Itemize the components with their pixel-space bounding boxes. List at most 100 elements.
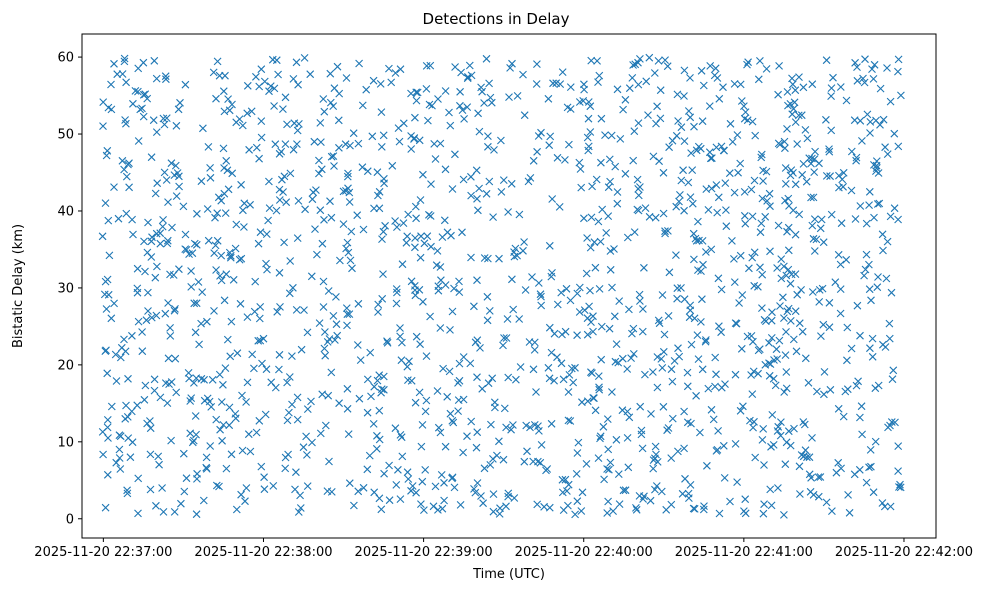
data-point-248 <box>768 308 776 317</box>
data-point-1325 <box>858 137 866 145</box>
data-point-1486 <box>496 504 504 513</box>
data-point-923 <box>334 116 343 125</box>
data-point-503 <box>698 365 707 374</box>
data-point-325 <box>773 264 781 272</box>
data-point-468 <box>842 96 851 105</box>
data-point-333 <box>634 119 643 127</box>
data-point-1472 <box>810 247 819 255</box>
data-point-1580 <box>690 255 698 264</box>
data-point-200 <box>659 168 668 177</box>
data-point-577 <box>363 375 372 384</box>
data-point-1362 <box>415 136 424 145</box>
data-point-218 <box>653 102 661 111</box>
data-point-932 <box>459 353 468 361</box>
data-point-818 <box>815 159 823 168</box>
data-point-753 <box>265 177 273 186</box>
data-point-999 <box>587 213 596 222</box>
data-point-920 <box>100 290 109 299</box>
data-point-1535 <box>300 306 308 314</box>
data-point-540 <box>603 415 612 423</box>
data-point-576 <box>358 163 367 172</box>
data-point-1272 <box>102 305 111 313</box>
data-point-427 <box>197 177 206 186</box>
data-point-731 <box>484 379 493 388</box>
data-point-227 <box>421 466 430 474</box>
data-point-792 <box>795 73 803 81</box>
data-point-778 <box>187 283 196 291</box>
data-point-730 <box>153 262 161 271</box>
data-point-695 <box>155 460 163 469</box>
data-point-353 <box>619 105 627 114</box>
data-point-241 <box>377 143 386 151</box>
data-point-260 <box>610 312 619 321</box>
data-point-572 <box>316 429 325 438</box>
data-point-525 <box>226 251 235 260</box>
data-point-1347 <box>511 244 520 253</box>
data-point-230 <box>282 198 291 207</box>
data-point-463 <box>759 425 768 433</box>
data-point-897 <box>162 114 171 122</box>
data-point-292 <box>842 255 851 264</box>
data-point-1352 <box>237 180 245 189</box>
data-point-30 <box>673 294 681 303</box>
data-point-843 <box>339 187 348 196</box>
data-point-1262 <box>412 488 420 497</box>
data-point-966 <box>594 454 603 462</box>
data-point-399 <box>684 178 693 187</box>
data-point-622 <box>703 461 711 470</box>
data-point-1456 <box>181 245 190 253</box>
data-point-761 <box>191 412 200 420</box>
data-point-334 <box>243 109 252 118</box>
data-point-1430 <box>377 388 385 397</box>
data-point-182 <box>825 298 834 307</box>
data-point-21 <box>686 193 695 201</box>
data-point-165 <box>563 487 571 495</box>
data-point-236 <box>354 139 363 148</box>
data-point-88 <box>847 147 856 156</box>
data-point-974 <box>743 116 752 125</box>
data-point-1066 <box>866 446 875 454</box>
data-point-1396 <box>215 482 223 491</box>
data-points <box>98 53 905 519</box>
data-point-951 <box>463 103 472 111</box>
data-point-482 <box>190 239 199 248</box>
data-point-1441 <box>534 279 543 287</box>
data-point-905 <box>605 465 613 474</box>
data-point-442 <box>365 451 374 460</box>
data-point-495 <box>497 136 505 145</box>
data-point-1417 <box>583 330 592 339</box>
data-point-1572 <box>613 199 622 208</box>
data-point-1065 <box>801 354 810 363</box>
data-point-368 <box>896 483 905 492</box>
data-point-1254 <box>872 164 881 172</box>
data-point-648 <box>790 98 799 107</box>
data-point-858 <box>701 337 710 346</box>
data-point-642 <box>470 485 478 493</box>
data-point-184 <box>865 463 873 472</box>
data-point-1221 <box>799 83 808 92</box>
data-point-1513 <box>441 165 450 174</box>
data-point-1094 <box>241 497 249 506</box>
data-point-1335 <box>335 143 343 152</box>
data-point-1402 <box>485 177 494 186</box>
data-point-703 <box>383 338 392 347</box>
data-point-701 <box>558 68 567 76</box>
data-point-1573 <box>175 182 183 191</box>
data-point-833 <box>440 496 448 505</box>
data-point-1389 <box>120 57 129 66</box>
data-point-331 <box>171 305 179 313</box>
data-point-1295 <box>537 292 545 301</box>
data-point-1359 <box>412 214 420 223</box>
data-point-1546 <box>698 295 706 304</box>
data-point-1413 <box>850 116 859 125</box>
data-point-426 <box>265 204 274 212</box>
data-point-1451 <box>786 100 795 108</box>
data-point-1139 <box>123 413 132 421</box>
data-point-46 <box>398 452 407 461</box>
data-point-1213 <box>418 477 427 486</box>
data-point-725 <box>250 307 259 316</box>
data-point-462 <box>504 373 513 382</box>
data-point-1568 <box>200 396 209 405</box>
data-point-956 <box>878 230 887 239</box>
data-point-746 <box>674 344 682 353</box>
